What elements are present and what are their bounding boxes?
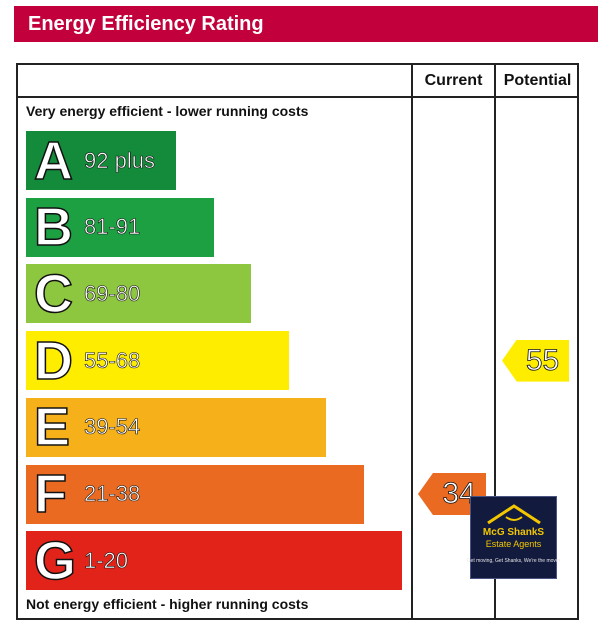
logo-subtitle: Estate Agents — [485, 539, 542, 549]
band-a: A 92 plus — [26, 131, 176, 190]
band-c: C 69-80 — [26, 263, 252, 324]
band-d: D 55-68 — [26, 330, 289, 391]
band-range: 92 plus — [84, 147, 156, 173]
band-b: B 81-91 — [26, 197, 214, 258]
current-rating-value: 34 — [442, 477, 476, 511]
current-column-header: Current — [424, 72, 483, 89]
potential-rating-arrow: 55 — [502, 339, 569, 382]
band-letter: B — [33, 197, 74, 258]
current-column-divider — [411, 65, 413, 618]
band-letter: D — [33, 330, 74, 391]
agent-logo: McG ShankS Estate Agents Get moving, Get… — [467, 496, 560, 579]
band-letter: F — [33, 464, 68, 524]
band-letter: G — [33, 530, 77, 591]
band-range: 69-80 — [84, 280, 141, 307]
bottom-note: Not energy efficient - higher running co… — [26, 596, 309, 612]
band-range: 81-91 — [84, 214, 141, 240]
band-letter: A — [33, 130, 74, 191]
logo-tagline: Get moving, Get Shanks, We're the mover — [466, 558, 561, 564]
potential-rating-value: 55 — [525, 343, 560, 377]
band-g: G 1-20 — [26, 530, 402, 591]
band-range: 21-38 — [84, 481, 141, 507]
rating-table: Current Potential Very energy efficient … — [16, 63, 579, 620]
house-roof-icon — [486, 504, 541, 525]
band-range: 55-68 — [84, 347, 141, 373]
band-range: 1-20 — [84, 547, 129, 573]
band-letter: E — [33, 397, 71, 458]
title-banner: Energy Efficiency Rating — [14, 6, 598, 42]
potential-column-divider — [494, 65, 496, 618]
band-range: 39-54 — [84, 414, 141, 440]
band-letter: C — [33, 263, 74, 324]
potential-column-header: Potential — [503, 72, 572, 89]
band-e: E 39-54 — [26, 397, 327, 458]
band-f: F 21-38 — [26, 464, 364, 524]
header-divider — [18, 96, 577, 98]
logo-name: McG ShankS — [482, 527, 545, 538]
top-note: Very energy efficient - lower running co… — [26, 103, 309, 119]
